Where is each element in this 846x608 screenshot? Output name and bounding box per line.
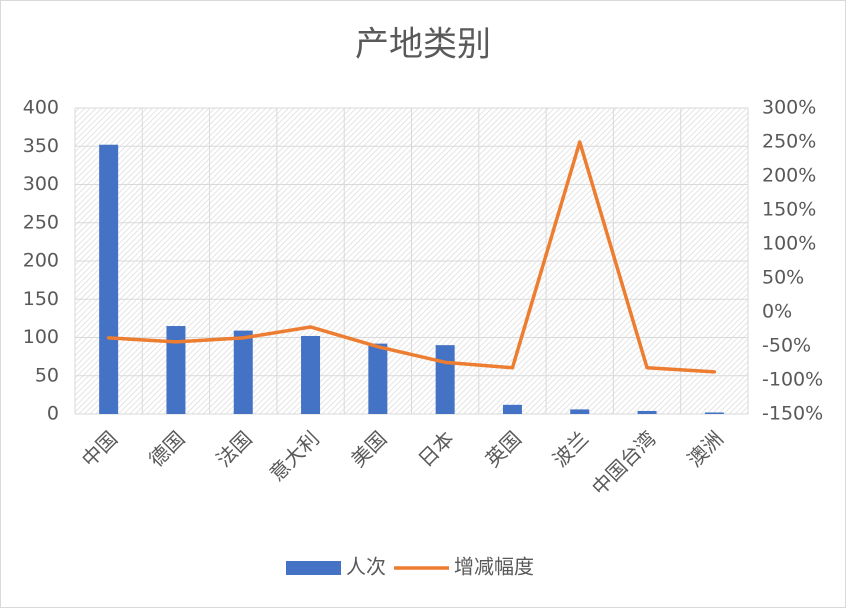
y2-tick-label: 200% bbox=[762, 165, 816, 187]
bar bbox=[502, 404, 522, 414]
bar bbox=[301, 335, 321, 414]
y2-tick-label: 300% bbox=[762, 97, 816, 119]
chart-title: 产地类别 bbox=[355, 25, 491, 65]
legend-swatch bbox=[286, 561, 341, 575]
y-tick-label: 150 bbox=[23, 288, 59, 310]
y-tick-label: 300 bbox=[23, 173, 59, 195]
y2-tick-label: -150% bbox=[762, 403, 823, 425]
bar bbox=[99, 144, 119, 414]
bar bbox=[166, 326, 186, 414]
y-tick-label: 200 bbox=[23, 250, 59, 272]
y-tick-label: 0 bbox=[47, 403, 59, 425]
y-tick-label: 250 bbox=[23, 211, 59, 233]
legend-label: 增减幅度 bbox=[454, 555, 534, 579]
y-tick-label: 350 bbox=[23, 135, 59, 157]
bar bbox=[233, 330, 253, 414]
bar bbox=[704, 412, 724, 414]
bar bbox=[570, 409, 590, 414]
bar bbox=[435, 345, 455, 414]
line bbox=[106, 140, 717, 374]
y2-tick-label: 0% bbox=[762, 301, 792, 323]
y2-tick-label: -50% bbox=[762, 335, 811, 357]
y-tick-label: 100 bbox=[23, 326, 59, 348]
y2-tick-label: 250% bbox=[762, 131, 816, 153]
y2-tick-label: 150% bbox=[762, 199, 816, 221]
y-tick-label: 50 bbox=[35, 364, 59, 386]
bar bbox=[368, 343, 388, 414]
legend-label: 人次 bbox=[346, 555, 386, 579]
bar bbox=[637, 410, 657, 414]
y2-tick-label: -100% bbox=[762, 369, 823, 391]
y2-tick-label: 100% bbox=[762, 233, 816, 255]
y-tick-label: 400 bbox=[23, 97, 59, 119]
y2-tick-label: 50% bbox=[762, 267, 804, 289]
